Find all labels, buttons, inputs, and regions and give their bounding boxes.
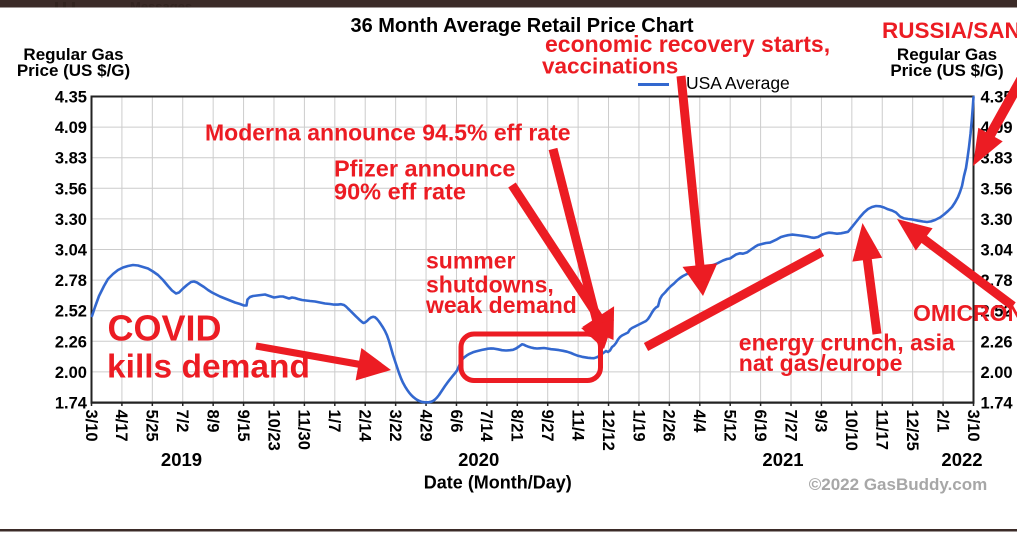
svg-text:Price (US $/G): Price (US $/G) [17, 61, 130, 80]
svg-text:3/10: 3/10 [82, 410, 100, 442]
svg-text:9/3: 9/3 [812, 410, 830, 433]
svg-text:4.09: 4.09 [55, 119, 87, 137]
svg-text:9/15: 9/15 [234, 410, 252, 442]
svg-text:9/27: 9/27 [538, 410, 556, 442]
svg-text:36 Month Average Retail Price: 36 Month Average Retail Price Chart [350, 15, 693, 37]
svg-text:11/17: 11/17 [873, 410, 891, 450]
svg-text:1/7: 1/7 [325, 410, 343, 433]
svg-text:5/12: 5/12 [720, 410, 738, 442]
svg-text:6/6: 6/6 [447, 410, 465, 433]
svg-text:nat gas/europe: nat gas/europe [739, 350, 903, 376]
svg-text:3.04: 3.04 [55, 242, 88, 260]
svg-text:Price (US $/G): Price (US $/G) [890, 61, 1003, 80]
svg-text:Regular Gas: Regular Gas [23, 45, 123, 64]
svg-text:6/19: 6/19 [751, 410, 769, 442]
svg-text:USA Average: USA Average [686, 73, 790, 93]
svg-text:2.52: 2.52 [55, 303, 87, 321]
svg-text:11/30: 11/30 [295, 410, 313, 450]
svg-text:2022: 2022 [941, 449, 982, 470]
svg-text:7/14: 7/14 [477, 410, 495, 443]
svg-text:Messages: Messages [130, 0, 192, 14]
svg-text:Date (Month/Day): Date (Month/Day) [424, 473, 572, 493]
svg-text:2.78: 2.78 [55, 272, 87, 290]
svg-text:Regular Gas: Regular Gas [897, 45, 997, 64]
svg-text:2.26: 2.26 [981, 333, 1013, 351]
svg-text:12/25: 12/25 [903, 410, 921, 451]
svg-text:3/22: 3/22 [386, 410, 404, 442]
svg-text:2/1: 2/1 [933, 410, 951, 433]
svg-text:2019: 2019 [161, 449, 202, 470]
svg-text:2021: 2021 [762, 449, 803, 470]
svg-text:3.04: 3.04 [981, 242, 1014, 260]
svg-text:3.56: 3.56 [981, 180, 1013, 198]
svg-text:3.30: 3.30 [981, 211, 1013, 229]
svg-text:1.74: 1.74 [55, 395, 88, 413]
svg-text:3.56: 3.56 [55, 180, 87, 198]
svg-text:10/10: 10/10 [842, 410, 860, 451]
svg-text:90% eff rate: 90% eff rate [334, 179, 466, 205]
svg-text:Moderna announce 94.5% eff rat: Moderna announce 94.5% eff rate [205, 120, 571, 146]
svg-text:2.00: 2.00 [55, 364, 87, 382]
svg-text:2.52: 2.52 [981, 303, 1013, 321]
svg-text:4/29: 4/29 [416, 410, 434, 442]
svg-text:2.26: 2.26 [55, 333, 87, 351]
svg-text:4/4: 4/4 [690, 410, 708, 434]
svg-text:4.35: 4.35 [55, 89, 87, 107]
svg-text:3.83: 3.83 [55, 150, 87, 168]
svg-text:weak demand: weak demand [425, 292, 577, 318]
svg-text:11/4: 11/4 [568, 410, 586, 442]
svg-text:3/10: 3/10 [964, 410, 982, 442]
svg-text:©2022 GasBuddy.com: ©2022 GasBuddy.com [809, 475, 988, 494]
svg-text:shutdowns,: shutdowns, [426, 272, 554, 298]
svg-text:5/25: 5/25 [143, 410, 161, 442]
svg-text:3.30: 3.30 [55, 211, 87, 229]
svg-text:4/17: 4/17 [112, 410, 130, 442]
svg-text:Pfizer announce: Pfizer announce [334, 156, 516, 182]
svg-text:1/19: 1/19 [629, 410, 647, 442]
svg-text:COVID: COVID [108, 308, 222, 349]
svg-text:10/23: 10/23 [264, 410, 282, 451]
svg-text:8/21: 8/21 [508, 410, 526, 442]
svg-text:1.74: 1.74 [981, 395, 1014, 413]
svg-text:2/14: 2/14 [356, 410, 374, 443]
svg-text:12/12: 12/12 [599, 410, 617, 451]
svg-text:OMICRON: OMICRON [913, 300, 1017, 326]
svg-text:2/26: 2/26 [660, 410, 678, 442]
svg-text:2020: 2020 [458, 449, 499, 470]
svg-text:energy crunch, asia: energy crunch, asia [739, 330, 955, 356]
svg-text:7/2: 7/2 [173, 410, 191, 433]
svg-text:3.83: 3.83 [981, 150, 1013, 168]
svg-text:7/27: 7/27 [781, 410, 799, 442]
svg-text:summer: summer [426, 248, 516, 274]
svg-text:kills demand: kills demand [107, 349, 310, 386]
svg-text:economic recovery starts,: economic recovery starts, [545, 31, 830, 57]
svg-text:2.00: 2.00 [981, 364, 1013, 382]
svg-text:vaccinations: vaccinations [542, 54, 678, 79]
svg-text:8/9: 8/9 [203, 410, 221, 433]
svg-text:RUSSIA/SANCTIONS: RUSSIA/SANCTIONS [882, 18, 1017, 43]
